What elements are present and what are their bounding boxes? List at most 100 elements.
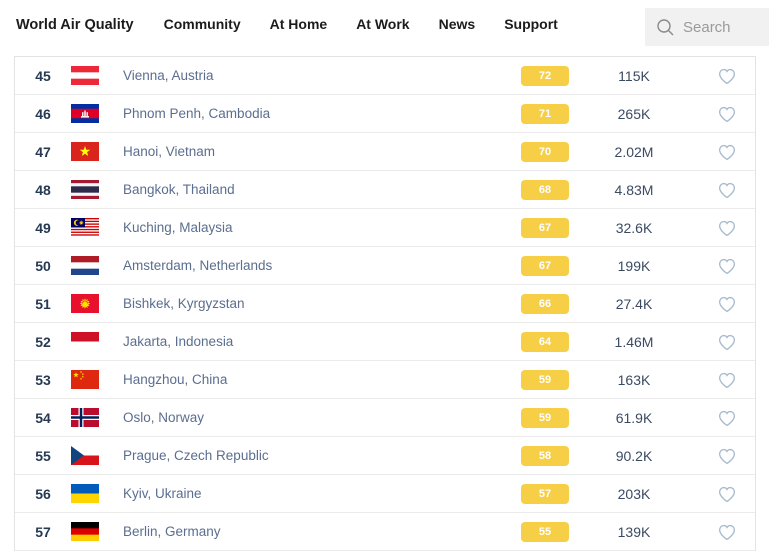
table-row: 57 Berlin, Germany 55 139K <box>15 513 755 551</box>
czech-republic-flag-icon <box>71 446 99 465</box>
heart-icon <box>716 410 738 431</box>
rank-number: 49 <box>35 219 51 236</box>
favorite-heart-button[interactable] <box>716 484 738 504</box>
heart-icon <box>716 486 738 507</box>
followers-count: 1.46M <box>614 333 654 350</box>
rank-number: 54 <box>35 409 51 426</box>
heart-icon <box>716 144 738 165</box>
table-row: 53 Hangzhou, China 59 163K <box>15 361 755 399</box>
aqi-badge: 67 <box>521 217 569 238</box>
followers-count: 90.2K <box>615 447 653 464</box>
city-link[interactable]: Jakarta, Indonesia <box>123 334 234 349</box>
heart-icon <box>716 372 738 393</box>
table-row: 49 Kuching, Malaysia 67 32.6K <box>15 209 755 247</box>
favorite-heart-button[interactable] <box>716 180 738 200</box>
heart-icon <box>716 68 738 89</box>
netherlands-flag-icon <box>71 256 99 275</box>
kyrgyzstan-flag-icon <box>71 294 99 313</box>
aqi-badge: 68 <box>521 179 569 200</box>
followers-count: 61.9K <box>615 409 653 426</box>
favorite-heart-button[interactable] <box>716 256 738 276</box>
city-link[interactable]: Vienna, Austria <box>123 68 214 83</box>
favorite-heart-button[interactable] <box>716 66 738 86</box>
heart-icon <box>716 182 738 203</box>
nav-brand-world-air-quality[interactable]: World Air Quality <box>16 17 134 33</box>
table-row: 45 Vienna, Austria 72 115K <box>15 57 755 95</box>
heart-icon <box>716 220 738 241</box>
table-row: 54 Oslo, Norway 59 61.9K <box>15 399 755 437</box>
followers-count: 32.6K <box>615 219 653 236</box>
norway-flag-icon <box>71 408 99 427</box>
table-row: 47 Hanoi, Vietnam 70 2.02M <box>15 133 755 171</box>
thailand-flag-icon <box>71 180 99 199</box>
favorite-heart-button[interactable] <box>716 104 738 124</box>
table-row: 52 Jakarta, Indonesia 64 1.46M <box>15 323 755 361</box>
heart-icon <box>716 296 738 317</box>
rank-number: 48 <box>35 181 51 198</box>
aqi-badge: 66 <box>521 293 569 314</box>
followers-count: 139K <box>617 523 651 540</box>
city-ranking-table: 45 Vienna, Austria 72 115K 46 Phnom Penh… <box>14 56 756 551</box>
aqi-badge: 72 <box>521 65 569 86</box>
followers-count: 2.02M <box>614 143 654 160</box>
favorite-heart-button[interactable] <box>716 332 738 352</box>
city-link[interactable]: Kyiv, Ukraine <box>123 486 202 501</box>
city-link[interactable]: Kuching, Malaysia <box>123 220 233 235</box>
favorite-heart-button[interactable] <box>716 294 738 314</box>
heart-icon <box>716 258 738 279</box>
rank-number: 55 <box>35 447 51 464</box>
table-row: 56 Kyiv, Ukraine 57 203K <box>15 475 755 513</box>
favorite-heart-button[interactable] <box>716 218 738 238</box>
table-row: 51 Bishkek, Kyrgyzstan 66 27.4K <box>15 285 755 323</box>
china-flag-icon <box>71 370 99 389</box>
nav-item-at-home[interactable]: At Home <box>269 16 328 32</box>
followers-count: 203K <box>617 485 651 502</box>
followers-count: 4.83M <box>614 181 654 198</box>
rank-number: 51 <box>35 295 51 312</box>
rank-number: 56 <box>35 485 51 502</box>
aqi-badge: 67 <box>521 255 569 276</box>
city-link[interactable]: Prague, Czech Republic <box>123 448 269 463</box>
favorite-heart-button[interactable] <box>716 408 738 428</box>
aqi-badge: 64 <box>521 331 569 352</box>
city-link[interactable]: Hangzhou, China <box>123 372 228 387</box>
rank-number: 57 <box>35 523 51 540</box>
rank-number: 50 <box>35 257 51 274</box>
city-link[interactable]: Bishkek, Kyrgyzstan <box>123 296 245 311</box>
favorite-heart-button[interactable] <box>716 446 738 466</box>
favorite-heart-button[interactable] <box>716 142 738 162</box>
rank-number: 46 <box>35 105 51 122</box>
search-input[interactable] <box>683 18 761 36</box>
city-link[interactable]: Amsterdam, Netherlands <box>123 258 273 273</box>
followers-count: 199K <box>617 257 651 274</box>
search-box[interactable] <box>645 8 769 46</box>
malaysia-flag-icon <box>71 218 99 237</box>
ukraine-flag-icon <box>71 484 99 503</box>
aqi-badge: 57 <box>521 483 569 504</box>
magnifier-icon <box>657 18 674 35</box>
favorite-heart-button[interactable] <box>716 522 738 542</box>
rank-number: 53 <box>35 371 51 388</box>
rank-number: 52 <box>35 333 51 350</box>
nav-item-news[interactable]: News <box>438 16 476 32</box>
city-link[interactable]: Hanoi, Vietnam <box>123 144 216 159</box>
followers-count: 163K <box>617 371 651 388</box>
nav-item-community[interactable]: Community <box>163 16 241 32</box>
aqi-badge: 71 <box>521 103 569 124</box>
aqi-badge: 70 <box>521 141 569 162</box>
aqi-badge: 59 <box>521 407 569 428</box>
vietnam-flag-icon <box>71 142 99 161</box>
rank-number: 47 <box>35 143 51 160</box>
city-link[interactable]: Bangkok, Thailand <box>123 182 235 197</box>
table-row: 55 Prague, Czech Republic 58 90.2K <box>15 437 755 475</box>
city-link[interactable]: Phnom Penh, Cambodia <box>123 106 271 121</box>
aqi-badge: 58 <box>521 445 569 466</box>
nav-item-at-work[interactable]: At Work <box>356 16 410 32</box>
nav-item-support[interactable]: Support <box>504 16 558 32</box>
city-link[interactable]: Berlin, Germany <box>123 524 221 539</box>
table-row: 48 Bangkok, Thailand 68 4.83M <box>15 171 755 209</box>
favorite-heart-button[interactable] <box>716 370 738 390</box>
table-row: 46 Phnom Penh, Cambodia 71 265K <box>15 95 755 133</box>
heart-icon <box>716 334 738 355</box>
city-link[interactable]: Oslo, Norway <box>123 410 205 425</box>
